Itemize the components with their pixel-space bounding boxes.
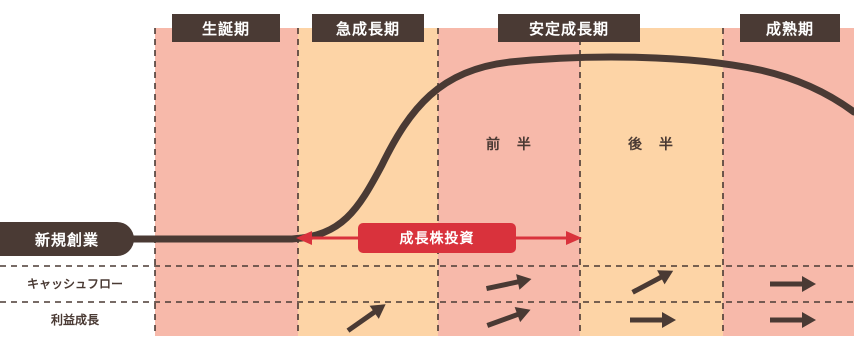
cash-flow-arrows bbox=[485, 270, 816, 295]
up-right-arrow-icon bbox=[346, 304, 386, 333]
band-birth bbox=[155, 28, 298, 336]
right-arrow-icon bbox=[630, 312, 676, 328]
row-label-cash-flow: キャッシュフロー bbox=[26, 277, 123, 291]
investment-badge: 成長株投資 bbox=[358, 223, 516, 253]
band-maturity bbox=[723, 28, 854, 336]
phase-tag-birth: 生誕期 bbox=[172, 14, 280, 42]
startup-badge: 新規創業 bbox=[0, 222, 134, 256]
sub-label-second-half: 後 半 bbox=[628, 137, 679, 153]
band-rapid-growth bbox=[298, 28, 438, 336]
arrowhead-left-icon bbox=[296, 231, 312, 245]
band-stable-second-half bbox=[580, 28, 723, 336]
right-arrow-icon bbox=[770, 276, 816, 292]
arrowhead-right-icon bbox=[566, 231, 582, 245]
row-label-profit-growth: 利益成長 bbox=[50, 313, 99, 327]
phase-tag-rapid-growth: 急成長期 bbox=[312, 14, 424, 42]
phase-tag-stable-growth: 安定成長期 bbox=[498, 14, 640, 42]
profit-growth-arrows bbox=[346, 304, 816, 333]
phase-dividers bbox=[154, 28, 724, 336]
up-right-arrow-icon bbox=[486, 307, 531, 328]
right-arrow-icon bbox=[770, 312, 816, 328]
growth-curve bbox=[126, 53, 854, 243]
up-right-arrow-icon bbox=[485, 274, 532, 292]
phase-tag-maturity: 成熟期 bbox=[740, 14, 840, 42]
up-right-arrow-icon bbox=[631, 270, 674, 295]
sub-label-first-half: 前 半 bbox=[486, 137, 537, 153]
